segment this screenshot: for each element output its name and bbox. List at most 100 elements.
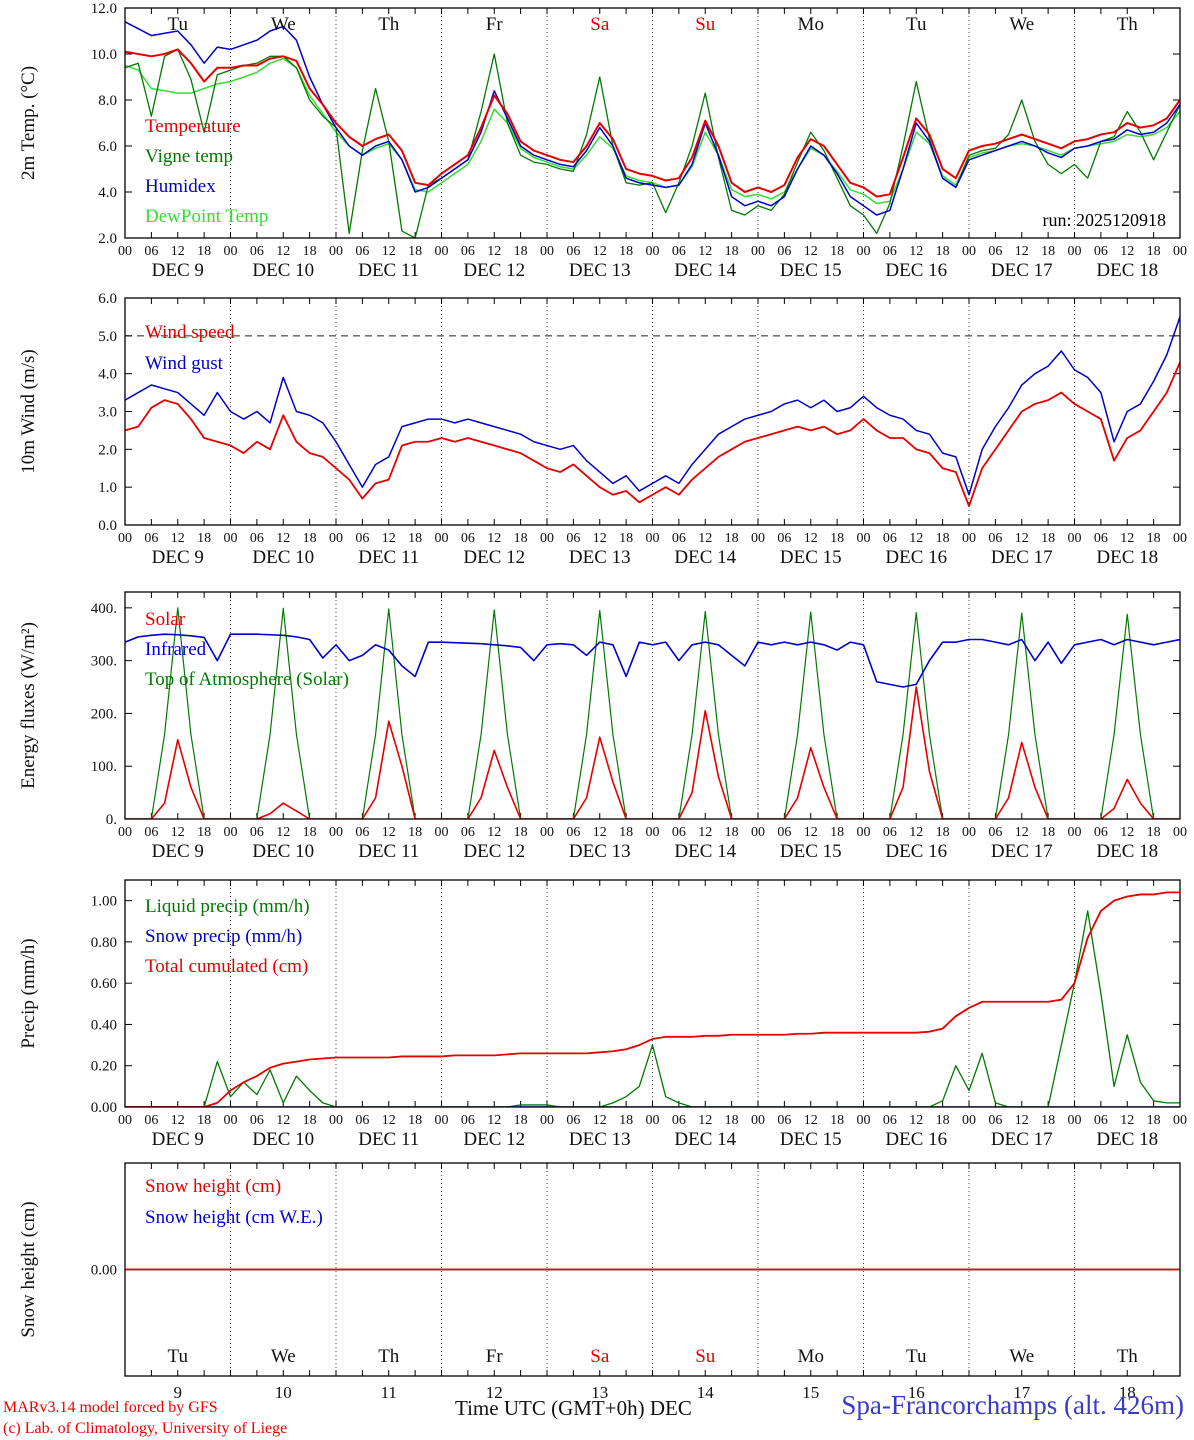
day-number-label: 12	[486, 1383, 503, 1402]
x-tick-label: 00	[224, 244, 238, 259]
x-tick-label: 12	[698, 1113, 712, 1128]
legend-label: Solar	[145, 609, 186, 630]
x-tick-label: 12	[1120, 531, 1134, 546]
date-label: DEC 9	[152, 1129, 204, 1150]
x-tick-label: 00	[962, 825, 976, 840]
y-tick-label: 0.00	[91, 1263, 117, 1279]
x-tick-label: 18	[936, 825, 950, 840]
x-tick-label: 00	[751, 1113, 765, 1128]
day-number-label: 16	[908, 1383, 925, 1402]
x-tick-label: 18	[408, 531, 422, 546]
series-line-top-of-atmosphere-solar-	[125, 607, 1180, 819]
x-tick-label: 18	[303, 531, 317, 546]
x-tick-label: 00	[646, 244, 660, 259]
date-label: DEC 15	[780, 841, 842, 862]
x-tick-label: 00	[857, 825, 871, 840]
x-tick-label: 06	[566, 825, 580, 840]
y-tick-label: 10.0	[91, 47, 117, 63]
day-abbr-label: Su	[695, 14, 716, 35]
run-label: run: 2025120918	[1043, 210, 1167, 230]
x-tick-label: 18	[1041, 531, 1055, 546]
x-tick-label: 18	[303, 244, 317, 259]
y-axis-title: 10m Wind (m/s)	[18, 349, 39, 474]
series-group	[125, 891, 1180, 1107]
x-tick-label: 18	[1147, 531, 1161, 546]
series-group	[125, 21, 1180, 238]
date-label: DEC 9	[152, 841, 204, 862]
x-tick-label: 06	[461, 244, 475, 259]
x-tick-label: 06	[566, 531, 580, 546]
date-label: DEC 18	[1096, 841, 1158, 862]
date-label: DEC 17	[991, 841, 1053, 862]
x-tick-label: 18	[619, 825, 633, 840]
y-tick-label: 0.80	[91, 935, 117, 951]
y-tick-label: 4.0	[98, 185, 117, 201]
y-tick-label: 3.0	[98, 405, 117, 421]
x-tick-label: 06	[672, 825, 686, 840]
series-line-temperature	[125, 48, 1180, 198]
y-axis-title: Snow height (cm)	[18, 1201, 39, 1337]
day-abbr-label: Mo	[798, 1346, 824, 1367]
x-tick-label: 00	[857, 531, 871, 546]
date-label: DEC 13	[569, 1129, 631, 1150]
x-tick-label: 18	[830, 244, 844, 259]
x-tick-label: 12	[804, 825, 818, 840]
x-tick-label: 18	[197, 825, 211, 840]
x-tick-label: 18	[1041, 825, 1055, 840]
x-tick-label: 18	[197, 244, 211, 259]
y-tick-label: 0.60	[91, 976, 117, 992]
date-label: DEC 9	[152, 260, 204, 281]
x-tick-label: 18	[619, 1113, 633, 1128]
x-tick-label: 06	[777, 531, 791, 546]
y-tick-label: 4.0	[98, 367, 117, 383]
legend-label: Humidex	[145, 176, 216, 197]
x-tick-label: 12	[1120, 1113, 1134, 1128]
y-tick-label: 1.00	[91, 894, 117, 910]
legend-label: Wind speed	[145, 322, 235, 343]
x-tick-label: 12	[487, 531, 501, 546]
x-tick-label: 00	[540, 244, 554, 259]
x-tick-label: 00	[1068, 1113, 1082, 1128]
x-tick-label: 00	[224, 531, 238, 546]
x-tick-label: 00	[540, 825, 554, 840]
x-tick-label: 06	[988, 825, 1002, 840]
date-label: DEC 14	[674, 1129, 736, 1150]
day-number-label: 9	[174, 1383, 183, 1402]
date-label: DEC 14	[674, 841, 736, 862]
day-abbr-label: Su	[695, 1346, 716, 1367]
x-tick-label: 18	[408, 244, 422, 259]
x-tick-label: 18	[197, 1113, 211, 1128]
day-number-label: 18	[1119, 1383, 1136, 1402]
x-axis-title: Time UTC (GMT+0h) DEC	[455, 1396, 692, 1420]
date-label: DEC 11	[358, 1129, 419, 1150]
x-tick-label: 06	[1094, 244, 1108, 259]
x-tick-label: 06	[1094, 825, 1108, 840]
x-tick-label: 06	[355, 531, 369, 546]
x-tick-label: 06	[144, 1113, 158, 1128]
day-abbr-label: Tu	[168, 14, 189, 35]
x-tick-label: 06	[883, 825, 897, 840]
x-tick-label: 12	[593, 244, 607, 259]
date-label: DEC 10	[252, 547, 314, 568]
x-tick-label: 06	[355, 1113, 369, 1128]
x-tick-label: 12	[804, 244, 818, 259]
day-abbr-label: Tu	[168, 1346, 189, 1367]
series-line-infrared	[125, 633, 1180, 688]
x-tick-label: 06	[461, 531, 475, 546]
x-tick-label: 00	[751, 825, 765, 840]
y-tick-label: 100.	[91, 759, 117, 775]
x-tick-label: 06	[461, 1113, 475, 1128]
date-label: DEC 12	[463, 260, 525, 281]
x-tick-label: 12	[276, 531, 290, 546]
legend-label: Snow height (cm)	[145, 1176, 281, 1197]
x-tick-label: 06	[672, 1113, 686, 1128]
day-number-label: 11	[381, 1383, 397, 1402]
date-label: DEC 11	[358, 841, 419, 862]
x-tick-label: 12	[804, 1113, 818, 1128]
y-tick-label: 1.0	[98, 480, 117, 496]
x-tick-label: 18	[1041, 244, 1055, 259]
x-tick-label: 00	[751, 531, 765, 546]
panel-energy-fluxes: 0. 100. 200. 300. 400. Solar Infrared Top of At…	[18, 591, 1187, 862]
x-tick-label: 12	[1120, 244, 1134, 259]
day-abbr-label: Th	[1117, 1346, 1139, 1367]
